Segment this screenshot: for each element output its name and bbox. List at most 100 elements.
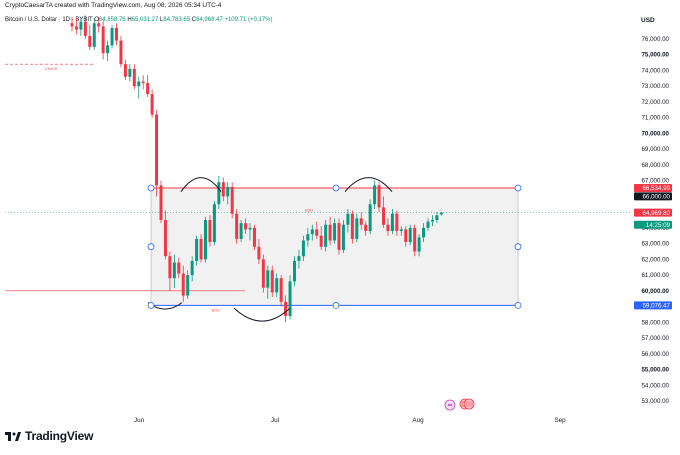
candle-body[interactable] [373,185,377,205]
events-icon[interactable] [444,398,475,411]
candle-body[interactable] [235,213,239,239]
candle-body[interactable] [217,182,221,205]
candle-body[interactable] [315,229,319,236]
candle-body[interactable] [359,218,363,225]
candle-body[interactable] [333,223,337,241]
y-tick-label: 54,000.00 [641,382,669,389]
candle-body[interactable] [106,45,110,54]
drawing-handle[interactable] [514,301,522,309]
candle-body[interactable] [257,246,261,260]
candle-body[interactable] [199,238,203,260]
candle-body[interactable] [377,185,381,208]
candle-body[interactable] [101,26,105,54]
drawing-handle[interactable] [332,301,340,309]
candle-body[interactable] [386,224,390,232]
candle-body[interactable] [310,229,314,235]
candle-body[interactable] [132,68,136,87]
candle-body[interactable] [266,270,270,288]
candle-body[interactable] [395,213,399,232]
candle-body[interactable] [159,185,163,220]
candle-body[interactable] [97,23,101,27]
drawing-handle[interactable] [147,243,155,251]
drawing-handle[interactable] [147,301,155,309]
candle-body[interactable] [252,227,256,247]
candle-body[interactable] [270,270,274,293]
candle-body[interactable] [346,213,350,225]
candle-body[interactable] [430,220,434,222]
candle-body[interactable] [239,223,243,239]
candle-body[interactable] [123,64,127,77]
candle-body[interactable] [408,227,412,243]
time-axis[interactable]: Jun Jul Aug Sep [134,417,566,424]
candle-body[interactable] [70,23,74,27]
candle-body[interactable] [390,213,394,232]
tradingview-footer[interactable]: TradingView [5,429,93,443]
candle-body[interactable] [328,224,332,241]
candle-body[interactable] [177,262,181,274]
candle-body[interactable] [137,81,141,87]
candle-body[interactable] [413,227,417,252]
candle-body[interactable] [163,220,167,257]
range-box[interactable] [151,187,518,306]
candle-body[interactable] [186,275,190,296]
candle-body[interactable] [399,229,403,232]
candle-body[interactable] [306,234,310,241]
candle-body[interactable] [279,278,283,302]
drawing-handle[interactable] [514,184,522,192]
candle-body[interactable] [119,40,123,65]
candle-body[interactable] [190,260,194,276]
candle-body[interactable] [284,301,288,317]
candle-body[interactable] [422,227,426,238]
candle-body[interactable] [204,220,207,260]
candle-body[interactable] [195,238,199,261]
drawing-handles[interactable] [147,184,522,309]
candle-body[interactable] [297,256,301,261]
candle-body[interactable] [350,213,354,239]
candle-body[interactable] [146,83,150,95]
candle-body[interactable] [319,235,323,247]
candle-body[interactable] [150,94,154,115]
candle-body[interactable] [404,229,408,243]
drawing-handle[interactable] [332,184,340,192]
candle-body[interactable] [324,224,328,247]
candle-body[interactable] [172,262,176,279]
candle-body[interactable] [230,186,234,214]
candle-body[interactable] [155,114,159,186]
candle-body[interactable] [301,240,305,257]
candle-body[interactable] [88,35,92,47]
candle-body[interactable] [168,256,172,279]
candle-body[interactable] [244,223,248,230]
candle-body[interactable] [293,260,296,282]
drawing-handle[interactable] [147,184,155,192]
candle-body[interactable] [426,221,430,228]
candle-body[interactable] [275,278,279,293]
candle-body[interactable] [341,224,345,250]
candle-body[interactable] [368,204,372,232]
candle-body[interactable] [261,259,265,288]
candle-body[interactable] [141,81,145,84]
candle-body[interactable] [382,207,385,225]
candle-body[interactable] [110,27,114,46]
price-axis[interactable]: 53,000.00 54,000.00 55,000.00 56,000.00 57,0… [641,36,669,405]
candle-body[interactable] [208,220,212,243]
candle-body[interactable] [128,68,132,77]
drawing-handle[interactable] [514,243,522,251]
candle-body[interactable] [79,21,83,30]
candle-body[interactable] [248,227,252,230]
candle-body[interactable] [92,23,96,47]
candle-body[interactable] [74,26,78,30]
candle-body[interactable] [355,218,359,239]
candle-body[interactable] [226,186,230,197]
candle-body[interactable] [221,182,225,197]
candle-body[interactable] [181,273,185,296]
candle-body[interactable] [288,281,292,317]
candle-body[interactable] [115,27,118,41]
candle-body[interactable] [337,223,341,250]
candle-body[interactable] [364,224,368,232]
candle-body[interactable] [212,204,216,243]
candle-body[interactable] [417,237,421,252]
candle-body[interactable] [435,215,439,220]
candle-body[interactable] [439,212,443,215]
candle-body[interactable] [83,21,87,36]
